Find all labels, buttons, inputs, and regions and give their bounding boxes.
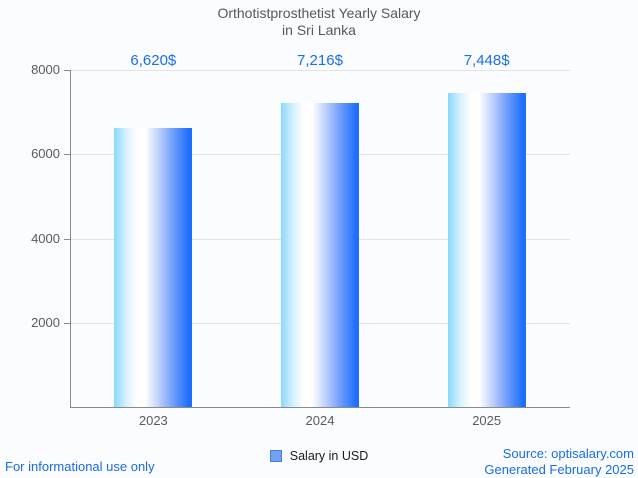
bar-value-label: 7,448$ [463, 52, 510, 69]
chart-title-line2: in Sri Lanka [282, 22, 356, 38]
disclaimer-text: For informational use only [5, 459, 155, 474]
y-axis-tick [64, 322, 70, 324]
x-axis-label: 2023 [138, 413, 168, 428]
chart-title-line1: Orthotistprosthetist Yearly Salary [217, 5, 421, 21]
y-axis-line [70, 70, 71, 407]
bar-value-label: 6,620$ [130, 52, 177, 69]
x-axis-label: 2024 [305, 413, 335, 428]
legend-swatch-icon [269, 450, 282, 462]
legend: Salary in USD [0, 448, 638, 464]
y-axis-tick [64, 70, 70, 71]
bar-2025 [447, 93, 526, 407]
bar-2023 [114, 128, 193, 407]
chart-title: Orthotistprosthetist Yearly Salary in Sr… [0, 5, 638, 39]
bar-value-label: 7,216$ [297, 52, 343, 69]
x-axis-label: 2025 [472, 413, 502, 428]
generated-text: Generated February 2025 [484, 461, 634, 477]
y-axis-label: 8000 [31, 62, 60, 77]
gridline [70, 70, 570, 71]
footer-source-block: Source: optisalary.com Generated Februar… [484, 446, 634, 477]
y-axis-label: 4000 [31, 230, 60, 246]
y-axis-label: 6000 [31, 146, 60, 162]
legend-label: Salary in USD [289, 449, 369, 463]
bar-2024 [281, 103, 359, 407]
y-axis-tick [64, 238, 70, 240]
source-link[interactable]: Source: optisalary.com [502, 446, 634, 461]
y-axis-label: 2000 [31, 314, 60, 330]
y-axis-tick [64, 154, 70, 156]
x-axis-baseline [70, 407, 570, 408]
